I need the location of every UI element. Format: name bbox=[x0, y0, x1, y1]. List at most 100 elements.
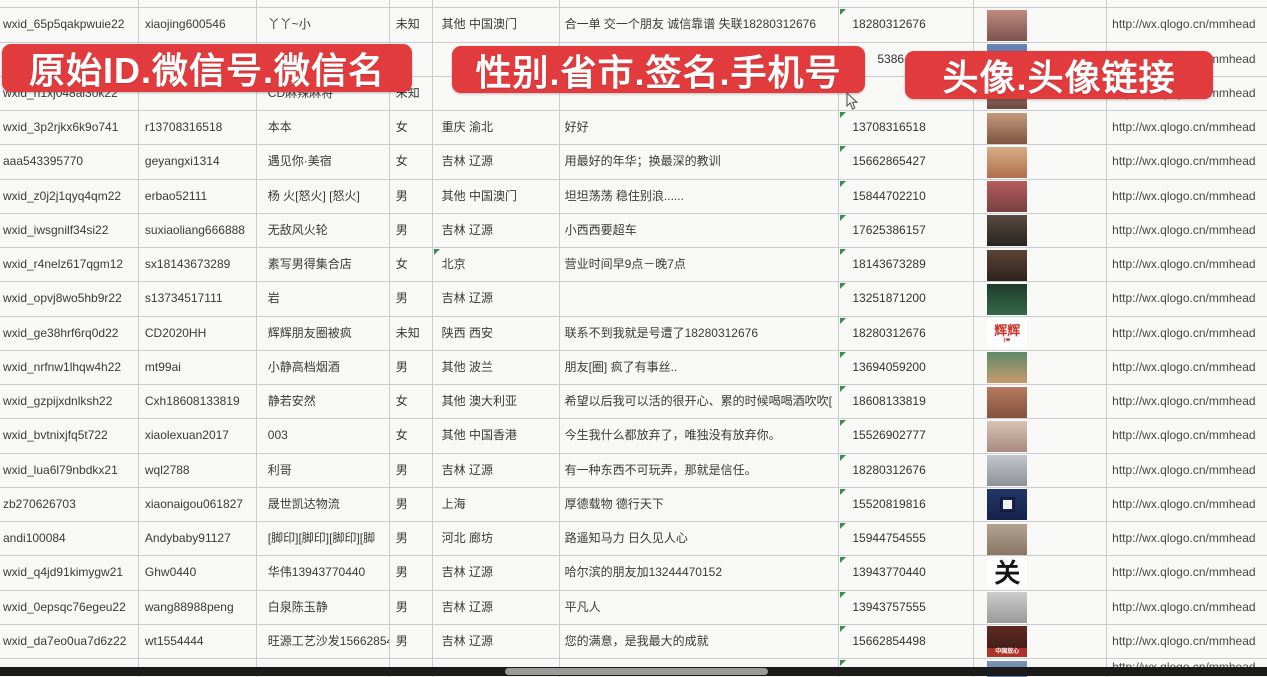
cell-region[interactable]: 陕西 西安 bbox=[433, 317, 560, 350]
cell-phone[interactable]: 18143673289 bbox=[839, 248, 974, 281]
cell-avatar-link[interactable]: http://wx.qlogo.cn/mmhead bbox=[1107, 180, 1267, 213]
cell-avatar[interactable] bbox=[974, 351, 1107, 384]
cell-region[interactable]: 其他 中国香港 bbox=[433, 419, 560, 452]
cell-nickname[interactable]: 杨 火[怒火] [怒火] bbox=[257, 180, 390, 213]
cell-avatar-link[interactable]: http://wx.qlogo.cn/mmhead bbox=[1107, 419, 1267, 452]
cell-gender[interactable]: 男 bbox=[390, 180, 433, 213]
cell-region[interactable]: 重庆 渝北 bbox=[433, 111, 560, 144]
cell-region[interactable]: 其他 中国澳门 bbox=[433, 8, 560, 41]
cell-signature[interactable]: 厚德载物 德行天下 bbox=[560, 488, 840, 521]
cell-region[interactable]: 吉林 辽源 bbox=[433, 454, 560, 487]
cell-avatar[interactable]: 中国放心 bbox=[974, 625, 1107, 658]
cell-avatar[interactable] bbox=[974, 111, 1107, 144]
cell-gender[interactable]: 男 bbox=[390, 282, 433, 315]
cell-original-id[interactable]: aaa543395770 bbox=[0, 145, 139, 178]
cell-phone[interactable]: 17625386157 bbox=[839, 214, 974, 247]
cell-avatar[interactable] bbox=[974, 248, 1107, 281]
cell-gender[interactable]: 男 bbox=[390, 625, 433, 658]
cell-gender[interactable]: 女 bbox=[390, 111, 433, 144]
cell-nickname[interactable]: 小静高档烟酒 bbox=[257, 351, 390, 384]
cell-nickname[interactable]: 晟世凯达物流 bbox=[257, 488, 390, 521]
cell-avatar-link[interactable]: http://wx.qlogo.cn/mmhead bbox=[1107, 351, 1267, 384]
cell-phone[interactable]: 15520819816 bbox=[839, 488, 974, 521]
cell-signature[interactable]: 坦坦荡荡 稳住别浪...... bbox=[560, 180, 840, 213]
cell-signature[interactable]: 希望以后我可以活的很开心、累的时候喝喝酒吹吹[ bbox=[560, 385, 840, 418]
cell-gender[interactable]: 男 bbox=[390, 556, 433, 589]
cell-signature[interactable]: 小西西要超车 bbox=[560, 214, 840, 247]
cell-wechat-id[interactable]: erbao52111 bbox=[139, 180, 257, 213]
cell-original-id[interactable]: wxid_nrfnw1lhqw4h22 bbox=[0, 351, 139, 384]
cell-signature[interactable]: 好好 bbox=[560, 111, 840, 144]
cell-nickname[interactable]: 辉辉朋友圈被疯 bbox=[257, 317, 390, 350]
cell-phone[interactable]: 13251871200 bbox=[839, 282, 974, 315]
cell-original-id[interactable]: wxid_gzpijxdnlksh22 bbox=[0, 385, 139, 418]
cell-signature[interactable]: 营业时间早9点－晚7点 bbox=[560, 248, 840, 281]
cell-phone[interactable]: 13708316518 bbox=[839, 111, 974, 144]
cell-region[interactable]: 吉林 辽源 bbox=[433, 282, 560, 315]
cell-region[interactable]: 其他 澳大利亚 bbox=[433, 385, 560, 418]
cell-region[interactable]: 其他 中国澳门 bbox=[433, 180, 560, 213]
cell-avatar[interactable] bbox=[974, 488, 1107, 521]
cell-avatar-link[interactable]: http://wx.qlogo.cn/mmhead bbox=[1107, 8, 1267, 41]
cell-original-id[interactable]: wxid_da7eo0ua7d6z22 bbox=[0, 625, 139, 658]
cell-wechat-id[interactable]: sx18143673289 bbox=[139, 248, 257, 281]
cell-original-id[interactable]: zb270626703 bbox=[0, 488, 139, 521]
cell-avatar-link[interactable]: http://wx.qlogo.cn/mmhead bbox=[1107, 556, 1267, 589]
cell-gender[interactable]: 女 bbox=[390, 248, 433, 281]
cell-region[interactable]: 吉林 辽源 bbox=[433, 625, 560, 658]
cell-original-id[interactable]: wxid_q4jd91kimygw21 bbox=[0, 556, 139, 589]
cell-avatar-link[interactable]: http://wx.qlogo.cn/mmhead bbox=[1107, 488, 1267, 521]
cell-signature[interactable] bbox=[560, 282, 840, 315]
cell-nickname[interactable]: 华伟13943770440 bbox=[257, 556, 390, 589]
cell-gender[interactable]: 男 bbox=[390, 591, 433, 624]
cell-wechat-id[interactable]: wang88988peng bbox=[139, 591, 257, 624]
cell-phone[interactable]: 15844702210 bbox=[839, 180, 974, 213]
cell-nickname[interactable]: 白泉陈玉静 bbox=[257, 591, 390, 624]
cell-avatar[interactable] bbox=[974, 145, 1107, 178]
cell-nickname[interactable]: 素写男得集合店 bbox=[257, 248, 390, 281]
cell-phone[interactable]: 18280312676 bbox=[839, 454, 974, 487]
cell-avatar[interactable] bbox=[974, 454, 1107, 487]
cell-phone[interactable]: 15526902777 bbox=[839, 419, 974, 452]
cell-region[interactable]: 吉林 辽源 bbox=[433, 214, 560, 247]
cell-gender[interactable]: 男 bbox=[390, 454, 433, 487]
cell-original-id[interactable]: wxid_iwsgnilf34si22 bbox=[0, 214, 139, 247]
cell-signature[interactable]: 朋友[圈] 疯了有事丝.. bbox=[560, 351, 840, 384]
cell-nickname[interactable]: 静若安然 bbox=[257, 385, 390, 418]
cell-wechat-id[interactable]: suxiaoliang666888 bbox=[139, 214, 257, 247]
cell-wechat-id[interactable]: wt1554444 bbox=[139, 625, 257, 658]
cell-original-id[interactable]: wxid_3p2rjkx6k9o741 bbox=[0, 111, 139, 144]
cell-phone[interactable]: 18280312676 bbox=[839, 317, 974, 350]
cell-original-id[interactable]: wxid_ge38hrf6rq0d22 bbox=[0, 317, 139, 350]
cell-signature[interactable]: 合一单 交一个朋友 诚信靠谱 失联18280312676 bbox=[560, 8, 840, 41]
cell-avatar[interactable] bbox=[974, 385, 1107, 418]
cell-nickname[interactable]: 岩 bbox=[257, 282, 390, 315]
cell-phone[interactable]: 15662865427 bbox=[839, 145, 974, 178]
cell-gender[interactable]: 女 bbox=[390, 145, 433, 178]
cell-avatar-link[interactable]: http://wx.qlogo.cn/mmhead bbox=[1107, 591, 1267, 624]
cell-phone[interactable]: 15662854498 bbox=[839, 625, 974, 658]
cell-avatar-link[interactable]: http://wx.qlogo.cn/mmhead bbox=[1107, 248, 1267, 281]
cell-original-id[interactable]: wxid_z0j2j1qyq4qm22 bbox=[0, 180, 139, 213]
cell-signature[interactable]: 用最好的年华；换最深的教训 bbox=[560, 145, 840, 178]
cell-avatar-link[interactable]: http://wx.qlogo.cn/mmhead bbox=[1107, 454, 1267, 487]
cell-avatar[interactable] bbox=[974, 282, 1107, 315]
cell-avatar[interactable] bbox=[974, 8, 1107, 41]
cell-original-id[interactable]: andi100084 bbox=[0, 522, 139, 555]
cell-wechat-id[interactable]: xiaolexuan2017 bbox=[139, 419, 257, 452]
cell-region[interactable]: 吉林 辽源 bbox=[433, 145, 560, 178]
horizontal-scrollbar-thumb[interactable] bbox=[505, 668, 768, 675]
cell-region[interactable]: 北京 bbox=[433, 248, 560, 281]
cell-phone[interactable]: 13694059200 bbox=[839, 351, 974, 384]
cell-gender[interactable]: 男 bbox=[390, 522, 433, 555]
cell-region[interactable]: 上海 bbox=[433, 488, 560, 521]
cell-gender[interactable]: 女 bbox=[390, 419, 433, 452]
cell-gender[interactable]: 男 bbox=[390, 488, 433, 521]
cell-gender[interactable]: 未知 bbox=[390, 8, 433, 41]
cell-phone[interactable]: 18608133819 bbox=[839, 385, 974, 418]
cell-original-id[interactable]: wxid_bvtnixjfq5t722 bbox=[0, 419, 139, 452]
cell-region[interactable]: 其他 波兰 bbox=[433, 351, 560, 384]
cell-nickname[interactable]: 无敌风火轮 bbox=[257, 214, 390, 247]
cell-gender[interactable]: 男 bbox=[390, 214, 433, 247]
